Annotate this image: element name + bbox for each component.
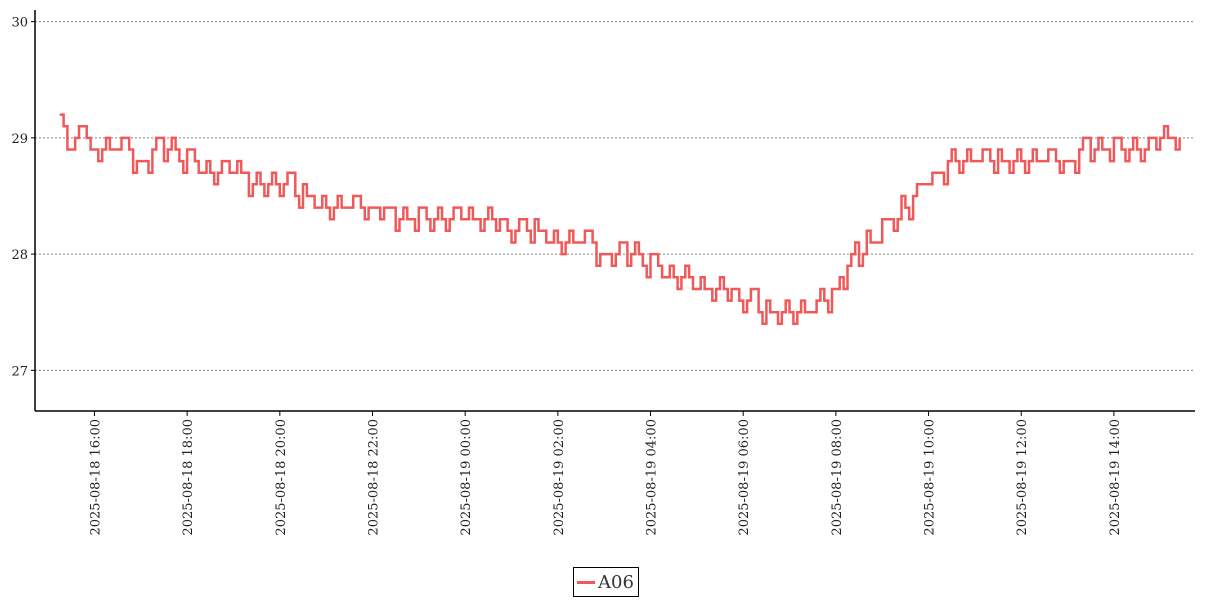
series-line-a06 bbox=[59, 113, 1181, 326]
legend-label-a06: A06 bbox=[598, 571, 634, 593]
x-tick-label: 2025-08-19 08:00 bbox=[830, 419, 845, 536]
x-axis-ticks: 2025-08-18 16:00 2025-08-18 18:00 2025-08-… bbox=[88, 411, 1123, 536]
series-layer bbox=[59, 113, 1181, 326]
x-tick-label: 2025-08-19 06:00 bbox=[737, 419, 752, 536]
x-tick-label: 2025-08-19 10:00 bbox=[923, 419, 938, 536]
x-tick-label: 2025-08-19 14:00 bbox=[1108, 419, 1123, 536]
x-tick-label: 2025-08-18 18:00 bbox=[181, 419, 196, 536]
y-tick-label: 29 bbox=[11, 132, 28, 147]
x-tick-label: 2025-08-19 02:00 bbox=[552, 419, 567, 536]
x-tick-label: 2025-08-18 16:00 bbox=[88, 419, 103, 536]
legend: A06 bbox=[573, 567, 639, 597]
x-tick-label: 2025-08-18 20:00 bbox=[274, 419, 289, 536]
legend-swatch-a06 bbox=[577, 580, 595, 584]
axes bbox=[34, 10, 1195, 412]
x-tick-label: 2025-08-19 04:00 bbox=[645, 419, 660, 536]
x-tick-label: 2025-08-18 22:00 bbox=[366, 419, 381, 536]
y-tick-label: 28 bbox=[11, 248, 28, 263]
x-tick-label: 2025-08-19 12:00 bbox=[1015, 419, 1030, 536]
y-tick-label: 27 bbox=[11, 364, 28, 379]
y-axis-ticks: 27 28 29 30 bbox=[11, 16, 35, 379]
y-tick-label: 30 bbox=[11, 16, 28, 31]
gridlines bbox=[35, 21, 1195, 371]
x-tick-label: 2025-08-19 00:00 bbox=[459, 419, 474, 536]
